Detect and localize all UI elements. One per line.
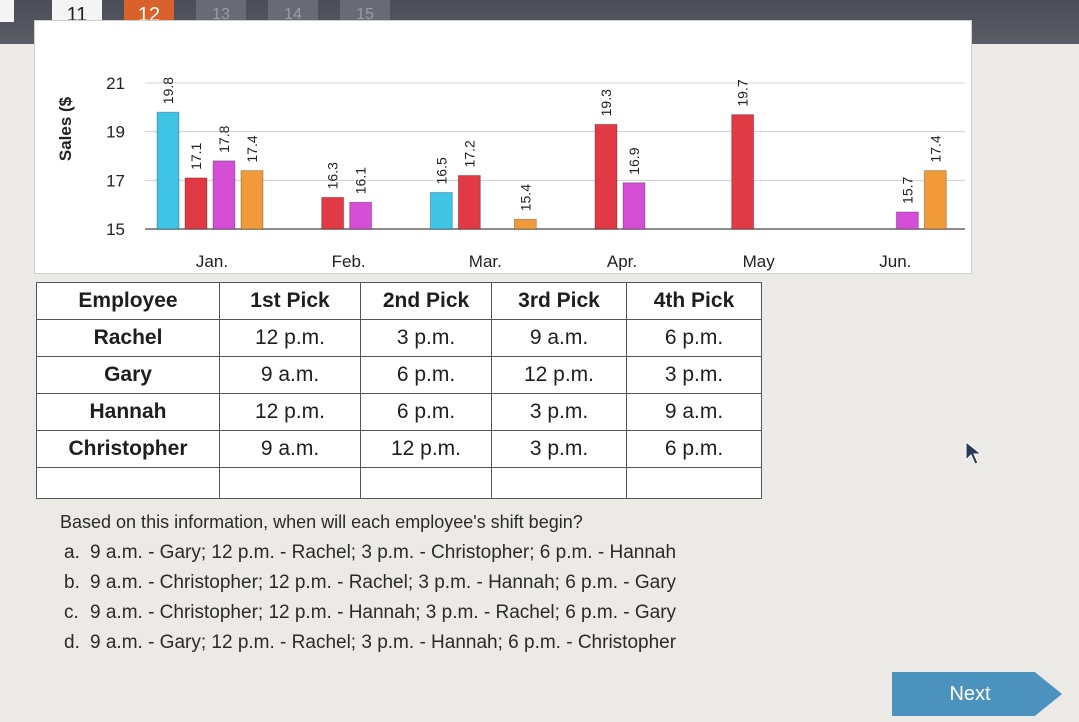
pick-cell: 9 a.m.	[626, 393, 762, 431]
table-header-row: Employee 1st Pick 2nd Pick 3rd Pick 4th …	[36, 282, 762, 320]
bar	[731, 114, 755, 230]
bar	[457, 174, 481, 230]
bar	[923, 170, 947, 230]
header-employee: Employee	[36, 282, 220, 320]
data-label: 16.1	[353, 167, 369, 194]
answer-choice-d[interactable]: d. 9 a.m. - Gary; 12 p.m. - Rachel; 3 p.m…	[64, 628, 676, 658]
bar	[895, 211, 919, 230]
pick-cell: 3 p.m.	[491, 393, 627, 431]
x-tick-label: Jan.	[196, 252, 228, 271]
data-label: 15.4	[517, 184, 533, 211]
answer-choice-a[interactable]: a. 9 a.m. - Gary; 12 p.m. - Rachel; 3 p.m…	[64, 538, 676, 568]
header-2nd-pick: 2nd Pick	[360, 282, 492, 320]
y-tick-label: 19	[106, 123, 125, 142]
y-tick-label: 15	[106, 220, 125, 239]
pick-cell: 9 a.m.	[219, 356, 361, 394]
table-row: Gary 9 a.m. 6 p.m. 12 p.m. 3 p.m.	[36, 356, 762, 394]
employee-cell: Rachel	[36, 319, 220, 357]
bar	[594, 123, 618, 230]
x-tick-label: Mar.	[469, 252, 502, 271]
answer-choices: a. 9 a.m. - Gary; 12 p.m. - Rachel; 3 p.m…	[64, 538, 676, 658]
previous-question-tab[interactable]	[0, 0, 14, 22]
pick-cell: 9 a.m.	[491, 319, 627, 357]
answer-letter: b.	[64, 572, 80, 593]
bar	[349, 201, 373, 230]
table-row-empty	[36, 467, 762, 499]
data-label: 17.4	[244, 135, 260, 162]
answer-letter: a.	[64, 542, 80, 563]
y-axis-label: Sales ($	[56, 96, 75, 161]
answer-letter: c.	[64, 602, 79, 623]
next-button[interactable]: Next	[892, 672, 1062, 716]
schedule-table: Employee 1st Pick 2nd Pick 3rd Pick 4th …	[36, 282, 762, 499]
employee-cell: Hannah	[36, 393, 220, 431]
empty-cell	[36, 467, 220, 499]
pick-cell: 9 a.m.	[219, 430, 361, 468]
data-label: 19.8	[160, 77, 176, 104]
y-tick-label: 17	[106, 171, 125, 190]
table-row: Hannah 12 p.m. 6 p.m. 3 p.m. 9 a.m.	[36, 393, 762, 431]
header-1st-pick: 1st Pick	[219, 282, 361, 320]
bar	[156, 111, 180, 230]
empty-cell	[360, 467, 492, 499]
answer-text: 9 a.m. - Gary; 12 p.m. - Rachel; 3 p.m. …	[90, 632, 677, 653]
answer-text: 9 a.m. - Christopher; 12 p.m. - Hannah; …	[90, 602, 677, 623]
pick-cell: 12 p.m.	[360, 430, 492, 468]
pick-cell: 12 p.m.	[219, 319, 361, 357]
y-tick-label: 21	[106, 74, 125, 93]
pick-cell: 6 p.m.	[626, 430, 762, 468]
bar	[184, 177, 208, 230]
pick-cell: 12 p.m.	[491, 356, 627, 394]
answer-choice-c[interactable]: c. 9 a.m. - Christopher; 12 p.m. - Hannah…	[64, 598, 676, 628]
bar	[429, 192, 453, 230]
employee-cell: Christopher	[36, 430, 220, 468]
x-tick-label: Jun.	[879, 252, 911, 271]
table-row: Rachel 12 p.m. 3 p.m. 9 a.m. 6 p.m.	[36, 319, 762, 357]
data-label: 17.2	[461, 140, 477, 167]
data-label: 17.1	[188, 142, 204, 169]
data-label: 19.3	[598, 89, 614, 116]
answer-text: 9 a.m. - Christopher; 12 p.m. - Rachel; …	[90, 572, 677, 593]
bar	[240, 170, 264, 230]
pick-cell: 3 p.m.	[626, 356, 762, 394]
table-row: Christopher 9 a.m. 12 p.m. 3 p.m. 6 p.m.	[36, 430, 762, 468]
header-4th-pick: 4th Pick	[626, 282, 762, 320]
pick-cell: 6 p.m.	[360, 356, 492, 394]
pick-cell: 6 p.m.	[360, 393, 492, 431]
data-label: 16.5	[433, 157, 449, 184]
bar	[513, 218, 537, 230]
pick-cell: 6 p.m.	[626, 319, 762, 357]
mouse-cursor-icon	[965, 440, 983, 465]
empty-cell	[491, 467, 627, 499]
header-3rd-pick: 3rd Pick	[491, 282, 627, 320]
bar	[212, 160, 236, 230]
x-tick-label: May	[743, 252, 776, 271]
pick-cell: 3 p.m.	[360, 319, 492, 357]
data-label: 17.8	[216, 125, 232, 152]
pick-cell: 3 p.m.	[491, 430, 627, 468]
x-tick-label: Apr.	[607, 252, 637, 271]
sales-bar-chart: Sales ($ 15 17 19 21 19.8 17.1 17.8 17.4 Jan. 16.3…	[56, 74, 965, 271]
data-label: 19.7	[735, 79, 751, 106]
bar	[321, 196, 345, 230]
data-label: 15.7	[899, 177, 915, 204]
employee-cell: Gary	[36, 356, 220, 394]
x-tick-label: Feb.	[332, 252, 366, 271]
answer-choice-b[interactable]: b. 9 a.m. - Christopher; 12 p.m. - Rachel…	[64, 568, 676, 598]
empty-cell	[219, 467, 361, 499]
data-label: 17.4	[927, 135, 943, 162]
answer-text: 9 a.m. - Gary; 12 p.m. - Rachel; 3 p.m. …	[90, 542, 677, 563]
bar	[622, 182, 646, 230]
empty-cell	[626, 467, 762, 499]
sales-chart-panel: Sales ($ 15 17 19 21 19.8 17.1 17.8 17.4 Jan. 16.3…	[34, 20, 972, 274]
answer-letter: d.	[64, 632, 80, 653]
question-text: Based on this information, when will eac…	[60, 512, 583, 532]
pick-cell: 12 p.m.	[219, 393, 361, 431]
data-label: 16.9	[626, 147, 642, 174]
data-label: 16.3	[325, 162, 341, 189]
